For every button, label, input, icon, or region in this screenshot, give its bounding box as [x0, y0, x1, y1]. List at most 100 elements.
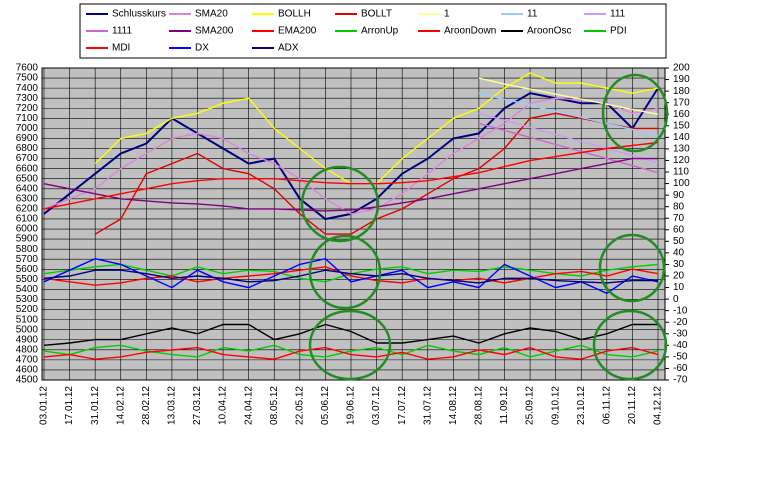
y2-tick-label: 200	[673, 63, 690, 74]
x-tick-label: 14.08.12	[448, 386, 459, 425]
y-tick-label: 4900	[16, 334, 39, 345]
legend-label: 1111	[112, 26, 132, 37]
y-tick-label: 5600	[16, 264, 39, 275]
x-tick-label: 23.10.12	[576, 386, 587, 425]
x-tick-label: 05.06.12	[320, 386, 331, 425]
circle	[598, 233, 666, 303]
x-tick-label: 19.06.12	[346, 386, 357, 425]
y2-tick-label: 90	[673, 190, 685, 201]
legend-label: AroonOsc	[527, 26, 571, 37]
x-tick-label: 17.01.12	[64, 386, 75, 425]
y2-tick-label: 10	[673, 282, 685, 293]
x-tick-label: 09.10.12	[550, 386, 561, 425]
y-tick-label: 7200	[16, 103, 39, 114]
series-line	[478, 77, 659, 115]
y-tick-label: 7400	[16, 83, 39, 94]
y-tick-label: 6200	[16, 204, 39, 215]
y2-tick-label: 50	[673, 236, 685, 247]
y2-tick-label: -10	[673, 305, 688, 316]
y2-tick-label: 190	[673, 74, 690, 85]
y-tick-label: 4600	[16, 365, 39, 376]
y2-tick-label: 100	[673, 178, 690, 189]
plot-area	[41, 67, 666, 381]
y-tick-label: 7000	[16, 123, 39, 134]
series-line	[94, 112, 658, 235]
y-tick-label: 6000	[16, 224, 39, 235]
x-tick-label: 13.03.12	[167, 386, 178, 425]
series-line	[43, 346, 659, 360]
y-tick-label: 5900	[16, 234, 39, 245]
series-line	[43, 157, 658, 212]
y2-tick-label: 20	[673, 271, 685, 282]
y2-tick-label: 130	[673, 144, 690, 155]
circle	[308, 234, 382, 310]
series-line	[43, 97, 659, 215]
x-tick-label: 20.11.12	[627, 386, 638, 425]
y-tick-label: 4800	[16, 344, 39, 355]
y-tick-label: 5300	[16, 294, 39, 305]
x-tick-label: 03.07.12	[371, 386, 382, 425]
x-tick-label: 28.02.12	[141, 386, 152, 425]
x-tick-label: 08.05.12	[269, 386, 280, 425]
series-line	[478, 92, 659, 137]
legend-label: MDI	[112, 43, 130, 54]
x-tick-label: 25.09.12	[525, 386, 536, 425]
legend-label: EMA200	[278, 26, 317, 37]
legend-label: SMA20	[195, 9, 228, 20]
series-line	[43, 266, 659, 286]
circle	[300, 165, 380, 243]
y2-tick-label: -60	[673, 363, 688, 374]
y-tick-label: 5000	[16, 324, 39, 335]
series-line	[43, 257, 659, 295]
y2-tick-label: -70	[673, 375, 688, 386]
legend-label: ArronUp	[361, 26, 399, 37]
legend-label: Schlusskurs	[112, 9, 166, 20]
y2-tick-label: 140	[673, 132, 690, 143]
y-tick-label: 5100	[16, 314, 39, 325]
x-tick-label: 04.12.12	[653, 386, 664, 425]
y2-tick-label: 70	[673, 213, 685, 224]
legend-label: AroonDown	[444, 26, 496, 37]
x-tick-label: 31.01.12	[90, 386, 101, 425]
legend-label: PDI	[610, 26, 627, 37]
x-tick-label: 11.09.12	[499, 386, 510, 425]
y2-tick-label: 80	[673, 201, 685, 212]
y2-tick-label: -50	[673, 352, 688, 363]
legend-label: BOLLH	[278, 9, 311, 20]
y2-tick-label: 60	[673, 224, 685, 235]
legend-label: 1	[444, 9, 450, 20]
series-line	[478, 122, 659, 174]
x-tick-label: 24.04.12	[243, 386, 254, 425]
y-tick-label: 6100	[16, 214, 39, 225]
y2-tick-label: 150	[673, 120, 690, 131]
y-tick-label: 5400	[16, 284, 39, 295]
y-tick-label: 5700	[16, 254, 39, 265]
x-tick-label: 14.02.12	[115, 386, 126, 425]
legend-label: ADX	[278, 43, 299, 54]
x-tick-label: 10.04.12	[218, 386, 229, 425]
series-line	[43, 344, 659, 358]
y-tick-label: 4700	[16, 355, 39, 366]
circle	[592, 309, 668, 381]
y-tick-label: 7600	[16, 63, 39, 74]
highlight-circles	[300, 73, 669, 381]
x-tick-label: 27.03.12	[192, 386, 203, 425]
y-tick-label: 4500	[16, 375, 39, 386]
circle	[601, 73, 669, 153]
series-line	[478, 112, 659, 164]
y2-tick-label: 160	[673, 109, 690, 120]
circle	[308, 309, 392, 381]
series-line	[43, 323, 658, 346]
y-tick-label: 7300	[16, 93, 39, 104]
legend-label: 111	[610, 9, 626, 20]
legend-label: SMA200	[195, 26, 234, 37]
x-tick-label: 06.11.12	[601, 386, 612, 425]
series-line	[43, 141, 659, 210]
y2-tick-label: -40	[673, 340, 688, 351]
legend-label: DX	[195, 43, 209, 54]
y2-tick-label: -30	[673, 328, 688, 339]
y-tick-label: 7100	[16, 113, 39, 124]
y2-tick-label: -20	[673, 317, 688, 328]
y2-tick-label: 120	[673, 155, 690, 166]
